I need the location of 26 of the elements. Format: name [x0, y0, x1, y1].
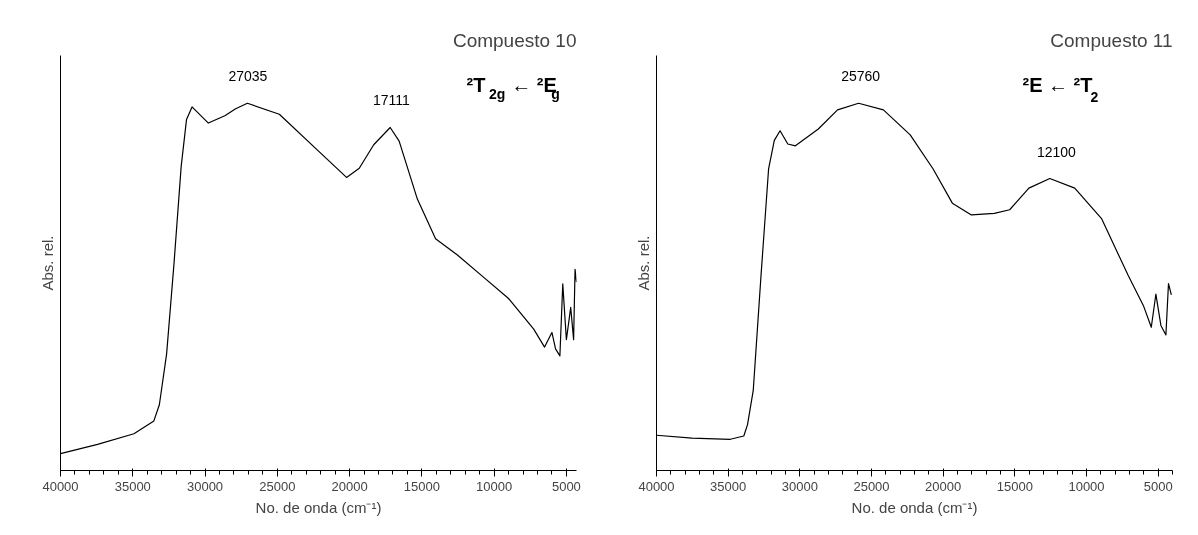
x-tick-label: 20000: [331, 478, 368, 494]
annotation: 12100: [1036, 143, 1077, 160]
x-tick-label: 5000: [1143, 478, 1173, 494]
x-axis-title: No. de onda (cm⁻¹): [851, 498, 978, 516]
x-tick-label: 25000: [259, 478, 296, 494]
annotation: 25760: [841, 68, 881, 85]
x-tick-label: 40000: [42, 478, 79, 494]
x-tick-label: 35000: [710, 478, 747, 494]
x-tick-label: 15000: [996, 478, 1033, 494]
x-tick-label: 35000: [114, 478, 151, 494]
chart-title: Compuesto 10: [452, 29, 577, 51]
annotation: 17111: [372, 92, 410, 109]
x-tick-label: 15000: [403, 478, 440, 494]
x-tick-label: 20000: [925, 478, 962, 494]
x-axis-title: No. de onda (cm⁻¹): [255, 498, 382, 516]
x-tick-label: 30000: [781, 478, 818, 494]
y-axis-title: Abs. rel.: [38, 235, 56, 291]
x-tick-label: 10000: [476, 478, 513, 494]
x-tick-label: 10000: [1068, 478, 1105, 494]
x-tick-label: 40000: [638, 478, 675, 494]
chart-title: Compuesto 11: [1050, 29, 1173, 51]
x-tick-label: 5000: [551, 478, 581, 494]
x-tick-label: 25000: [853, 478, 890, 494]
x-tick-label: 30000: [186, 478, 224, 494]
y-axis-title: Abs. rel.: [634, 235, 652, 291]
annotation: 27035: [228, 68, 268, 85]
